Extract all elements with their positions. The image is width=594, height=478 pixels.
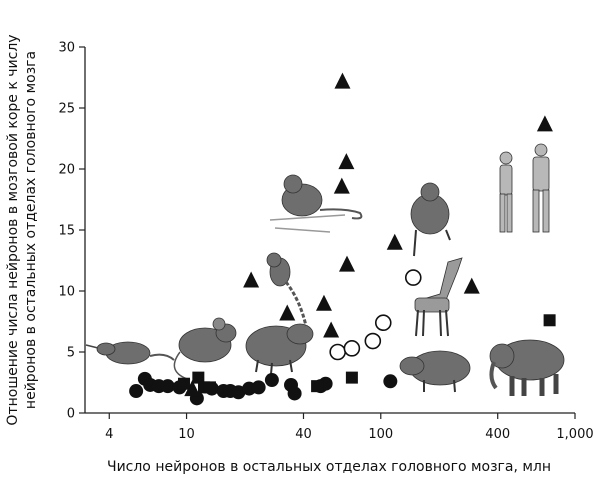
y-tick-label: 20 <box>58 163 75 178</box>
x-tick-label: 400 <box>485 427 510 442</box>
triangle-point <box>184 380 201 397</box>
triangle-point <box>536 115 553 132</box>
triangle-point <box>243 271 260 288</box>
triangle-point <box>463 277 480 294</box>
square-point <box>192 371 205 384</box>
open-circle-point <box>364 332 382 350</box>
filled-circle-point <box>160 379 175 394</box>
macaque-illustration <box>410 182 451 257</box>
data-marks <box>129 72 556 406</box>
open-circle-point <box>343 340 361 357</box>
filled-circle-point <box>231 385 246 400</box>
monkey-illustration <box>269 174 363 233</box>
humans-illustration <box>499 143 550 233</box>
triangle-point <box>279 304 296 321</box>
agouti-illustration <box>245 323 314 375</box>
triangle-point <box>323 321 340 338</box>
triangle-point <box>315 294 332 311</box>
triangle-point <box>333 177 350 194</box>
shrew-illustration <box>85 341 175 365</box>
capybara-illustration <box>399 350 471 393</box>
filled-circle-point <box>251 380 266 395</box>
mouse-illustration <box>173 317 237 381</box>
square-point <box>345 371 358 384</box>
x-tick-label: 10 <box>178 427 195 442</box>
y-ticks: 0 5 10 15 20 25 30 <box>58 41 85 422</box>
y-axis-label-line-2: нейронов в остальных отделах головного м… <box>23 51 39 409</box>
triangle-point <box>338 255 355 272</box>
filled-circle-point <box>383 374 398 389</box>
y-tick-label: 15 <box>58 224 75 239</box>
elephant-illustration <box>489 339 565 396</box>
x-tick-label: 1,000 <box>556 427 593 442</box>
y-tick-label: 30 <box>58 41 75 56</box>
x-ticks: 4 10 40 100 400 1,000 <box>105 413 594 442</box>
triangle-point <box>338 153 355 170</box>
y-tick-label: 5 <box>67 346 75 361</box>
y-tick-label: 10 <box>58 285 75 300</box>
triangle-point <box>334 72 351 89</box>
y-axis-label-line-1: Отношение числа нейронов в мозговой коре… <box>5 34 21 425</box>
y-tick-label: 0 <box>67 407 75 422</box>
filled-circle-point <box>287 386 302 401</box>
giraffe-illustration <box>414 257 463 337</box>
marmoset-illustration <box>266 252 308 327</box>
open-circle-point <box>329 343 346 361</box>
square-point <box>543 314 556 327</box>
x-axis-label: Число нейронов в остальных отделах голов… <box>107 459 551 475</box>
x-tick-label: 40 <box>295 427 312 442</box>
filled-circle-point <box>264 373 279 388</box>
x-tick-label: 4 <box>105 427 113 442</box>
square-point <box>203 381 216 394</box>
square-point <box>177 377 190 390</box>
triangle-point <box>386 233 403 250</box>
square-point <box>311 380 324 393</box>
illustrations <box>85 143 565 396</box>
open-circle-point <box>404 269 422 286</box>
y-tick-label: 25 <box>58 102 75 117</box>
x-tick-label: 100 <box>368 427 393 442</box>
filled-circle-point <box>129 384 144 399</box>
open-circle-point <box>374 314 392 332</box>
